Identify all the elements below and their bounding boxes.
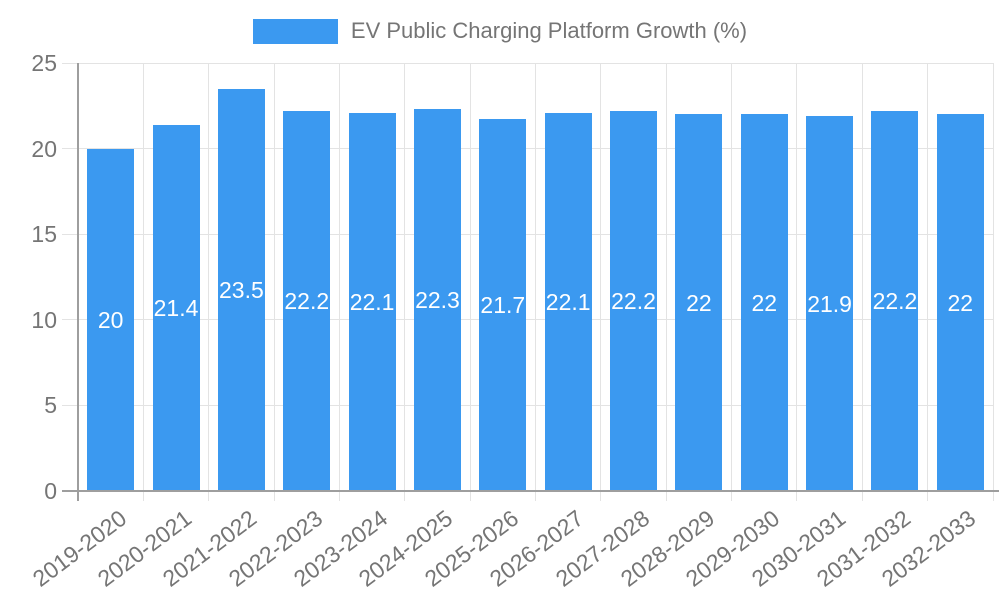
bar-value-label: 22.2 — [284, 287, 330, 314]
gridline-vertical — [731, 63, 733, 501]
gridline-vertical — [208, 63, 210, 501]
bar-2027-2028[interactable] — [610, 110, 658, 491]
bar-2019-2020[interactable] — [87, 148, 135, 491]
y-axis-tick-label: 5 — [44, 392, 57, 419]
bar-2024-2025[interactable] — [413, 109, 461, 491]
bar-2030-2031[interactable] — [806, 116, 854, 491]
bar-value-label: 21.7 — [480, 292, 526, 319]
gridline-vertical — [404, 63, 406, 501]
bar-value-label: 21.9 — [807, 290, 852, 317]
bar-value-label: 22.1 — [349, 288, 395, 315]
gridline-vertical — [469, 63, 471, 501]
gridline-vertical — [927, 63, 929, 501]
gridline-vertical — [142, 63, 144, 501]
bar-2021-2022[interactable] — [217, 88, 265, 491]
x-axis-baseline — [62, 490, 999, 492]
bar-2023-2024[interactable] — [348, 112, 396, 491]
bar-2022-2023[interactable] — [283, 110, 331, 491]
y-axis-tick-label: 25 — [31, 50, 57, 76]
bar-2031-2032[interactable] — [871, 110, 919, 491]
bar-value-label: 21.4 — [153, 294, 199, 321]
gridline-vertical — [665, 63, 667, 501]
y-axis-tick-label: 0 — [44, 478, 57, 504]
y-axis-tick-label: 10 — [31, 306, 57, 333]
bar-value-label: 22.2 — [611, 287, 656, 314]
bar-2020-2021[interactable] — [152, 124, 200, 491]
legend-label: EV Public Charging Platform Growth (%) — [350, 18, 748, 43]
bar-value-label: 22.3 — [415, 287, 460, 314]
bar-value-label: 23.5 — [219, 276, 264, 303]
bar-value-label: 22 — [751, 289, 778, 316]
y-axis-tick-label: 20 — [31, 135, 57, 162]
bar-2025-2026[interactable] — [479, 119, 527, 491]
gridline-horizontal — [62, 404, 993, 406]
gridline-vertical — [273, 63, 275, 501]
chart-legend[interactable]: EV Public Charging Platform Growth (%) — [0, 18, 1000, 44]
legend-swatch-icon — [252, 18, 338, 44]
bar-value-label: 22.1 — [545, 288, 591, 315]
y-axis-line — [77, 63, 79, 501]
gridline-horizontal — [62, 148, 993, 150]
bar-value-label: 22 — [947, 289, 974, 316]
gridline-horizontal — [62, 233, 993, 235]
bar-value-label: 22 — [686, 289, 712, 316]
gridline-vertical — [535, 63, 536, 501]
gridline-vertical — [796, 63, 798, 501]
gridline-vertical — [861, 63, 863, 501]
bar-value-label: 22.2 — [872, 287, 918, 314]
gridline-vertical — [992, 63, 994, 501]
gridline-vertical — [600, 63, 602, 501]
bar-2028-2029[interactable] — [675, 114, 723, 491]
gridline-vertical — [338, 63, 340, 501]
bar-2029-2030[interactable] — [740, 114, 788, 491]
gridline-horizontal — [62, 62, 993, 64]
bar-2032-2033[interactable] — [936, 114, 984, 491]
gridline-horizontal — [62, 319, 993, 321]
bar-value-label: 20 — [97, 306, 124, 333]
y-axis-tick-label: 15 — [31, 221, 57, 248]
bar-2026-2027[interactable] — [544, 112, 592, 491]
